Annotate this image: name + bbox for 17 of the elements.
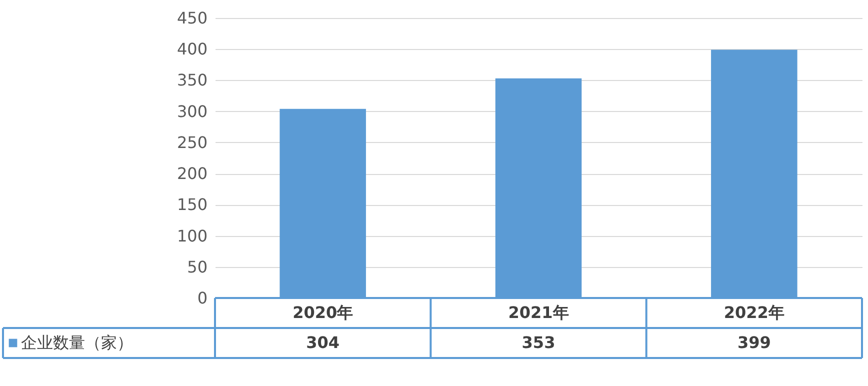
y-tick-label: 0 <box>197 288 208 308</box>
y-tick-label: 200 <box>176 164 208 184</box>
x-tick-label: 2020年 <box>292 303 354 322</box>
y-tick-label: 50 <box>187 257 208 276</box>
legend-label: 企业数量（家） <box>21 333 133 352</box>
y-tick-label: 450 <box>176 8 208 28</box>
y-tick-label: 250 <box>176 132 208 152</box>
data-label: 353 <box>522 333 556 352</box>
y-tick-label: 350 <box>176 70 208 90</box>
y-tick-label: 150 <box>176 195 208 214</box>
x-tick-label: 2022年 <box>724 303 784 322</box>
data-label: 399 <box>737 333 771 352</box>
data-label: 304 <box>306 333 340 352</box>
x-tick-label: 2021年 <box>508 303 569 322</box>
y-tick-label: 300 <box>176 102 208 121</box>
y-tick-label: 400 <box>176 40 208 59</box>
y-tick-label: 100 <box>176 226 208 246</box>
